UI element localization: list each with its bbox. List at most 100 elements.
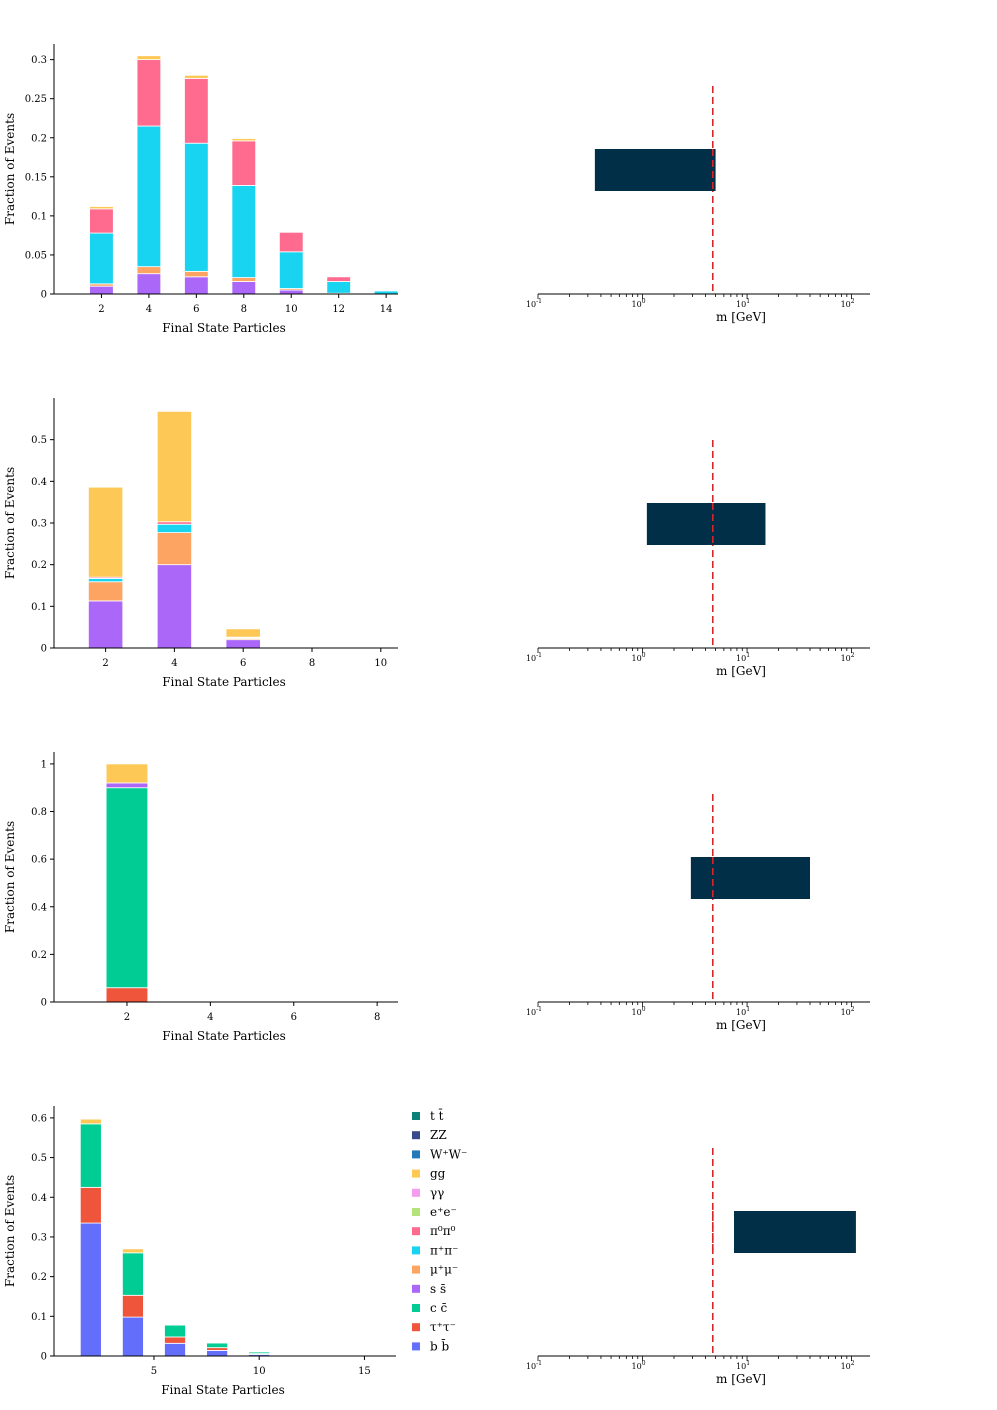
x-tick-label: 102 [841, 1006, 855, 1017]
x-tick-label: 102 [841, 298, 855, 309]
x-tick-label: 6 [193, 304, 199, 315]
bar-segment [88, 486, 124, 578]
x-axis-label: Final State Particles [162, 675, 286, 689]
bar-segment [105, 763, 149, 784]
y-axis-label: Fraction of Events [3, 1175, 17, 1287]
legend-swatch [412, 1246, 420, 1255]
bar-segment [164, 1336, 186, 1344]
bar-segment [105, 787, 149, 989]
bar-segment [184, 142, 209, 272]
x-tick-label: 6 [291, 1012, 297, 1023]
x-tick-label: 8 [374, 1012, 380, 1023]
y-tick-label: 0.3 [31, 519, 47, 530]
bar-segment [164, 1323, 186, 1326]
x-tick-label: 100 [632, 1006, 646, 1017]
y-tick-label: 0 [41, 290, 47, 301]
legend-label: ZZ [430, 1128, 447, 1142]
bar-chart-2: 0 0.2 0.4 0.6 0.8 1 2 4 6 8 Final State Particles F… [3, 752, 398, 1043]
x-tick-label: 10-1 [526, 298, 542, 309]
bar-segment [79, 1118, 102, 1125]
y-tick-label: 0.4 [31, 1193, 47, 1204]
y-tick-label: 0 [41, 1352, 47, 1363]
mass-chart-0: 10-1 100 101 102 m [GeV] [526, 86, 870, 324]
bar-segment [89, 232, 114, 285]
bar-segment [156, 564, 192, 649]
bar-segment [136, 125, 162, 268]
y-tick-label: 0 [41, 998, 47, 1009]
x-tick-label: 10-1 [526, 1006, 542, 1017]
bar-segment [79, 1123, 102, 1188]
y-tick-label: 0.15 [25, 172, 47, 183]
x-tick-label: 101 [736, 1360, 750, 1371]
bar-segment [156, 532, 192, 566]
legend-swatch [412, 1227, 420, 1236]
y-tick-label: 0.6 [31, 855, 47, 866]
legend-swatch [412, 1208, 420, 1216]
y-tick-label: 0 [41, 644, 47, 655]
legend-label: μ⁺μ⁻ [430, 1263, 458, 1277]
bar-segment [248, 1351, 271, 1355]
bar-segment [88, 600, 124, 649]
mass-interval-bar [734, 1211, 856, 1253]
legend-label: gg [430, 1167, 446, 1181]
bar-segment [122, 1294, 144, 1318]
y-tick-label: 0.1 [31, 211, 47, 222]
bar-segment [206, 1342, 229, 1344]
legend-swatch [412, 1284, 420, 1293]
legend-swatch [412, 1150, 420, 1159]
y-tick-label: 0.6 [31, 1113, 47, 1124]
x-tick-label: 10 [285, 304, 298, 315]
legend-label: γγ [430, 1186, 444, 1200]
bar-segment [122, 1248, 144, 1254]
x-tick-label: 101 [736, 1006, 750, 1017]
bar-segment [184, 276, 209, 295]
x-axis-label: m [GeV] [716, 1372, 766, 1386]
y-axis-label: Fraction of Events [3, 821, 17, 933]
bar-segment [105, 987, 149, 1003]
x-tick-label: 5 [151, 1366, 157, 1377]
bar-segment [278, 251, 304, 289]
bar-segment [79, 1222, 102, 1357]
y-tick-label: 0.1 [31, 602, 47, 613]
bar-segment [164, 1324, 186, 1338]
x-tick-label: 2 [102, 658, 108, 669]
y-tick-label: 0.2 [31, 133, 47, 144]
x-tick-label: 10-1 [526, 652, 542, 663]
x-tick-label: 102 [841, 1360, 855, 1371]
legend-label: π⁰π⁰ [430, 1224, 456, 1238]
legend-label: s s̄ [430, 1282, 446, 1296]
y-axis-label: Fraction of Events [3, 467, 17, 579]
legend-swatch [412, 1131, 420, 1140]
y-tick-label: 0.05 [25, 250, 47, 261]
legend-label: W⁺W⁻ [430, 1147, 467, 1161]
y-tick-label: 0.2 [31, 950, 47, 961]
bar-segment [122, 1252, 144, 1296]
x-tick-label: 12 [332, 304, 345, 315]
x-axis-label: m [GeV] [716, 310, 766, 324]
bar-segment [89, 285, 114, 295]
x-tick-label: 15 [358, 1366, 371, 1377]
legend-label: τ⁺τ⁻ [430, 1320, 456, 1334]
bar-segment [231, 277, 257, 282]
bar-chart-3: 0 0.1 0.2 0.3 0.4 0.5 0.6 5 10 15 Final State Part… [3, 1106, 396, 1397]
bar-segment [206, 1350, 229, 1357]
bar-segment [156, 523, 192, 533]
mass-chart-3: 10-1 100 101 102 m [GeV] [526, 1148, 870, 1386]
x-tick-label: 14 [380, 304, 393, 315]
legend-label: π⁺π⁻ [430, 1243, 458, 1257]
bar-segment [79, 1186, 102, 1224]
bar-segment [206, 1342, 229, 1349]
legend-label: e⁺e⁻ [430, 1205, 457, 1219]
bar-segment [326, 281, 351, 294]
bar-chart-1: 0 0.1 0.2 0.3 0.4 0.5 2 4 6 8 10 Final State Partic… [3, 398, 398, 689]
bar-segment [278, 231, 304, 253]
legend-label: b b̄ [430, 1338, 449, 1354]
legend-label: t t̄ [430, 1107, 444, 1123]
bar-segment [136, 59, 162, 127]
mass-interval-bar [594, 149, 716, 191]
y-tick-label: 0.3 [31, 55, 47, 66]
x-axis-label: m [GeV] [716, 664, 766, 678]
legend: t t̄ ZZ W⁺W⁻ gg γγ e⁺e⁻ π⁰π⁰ π⁺π⁻ μ⁺μ⁻ s s̄ c c̄ τ⁺… [412, 1107, 467, 1353]
